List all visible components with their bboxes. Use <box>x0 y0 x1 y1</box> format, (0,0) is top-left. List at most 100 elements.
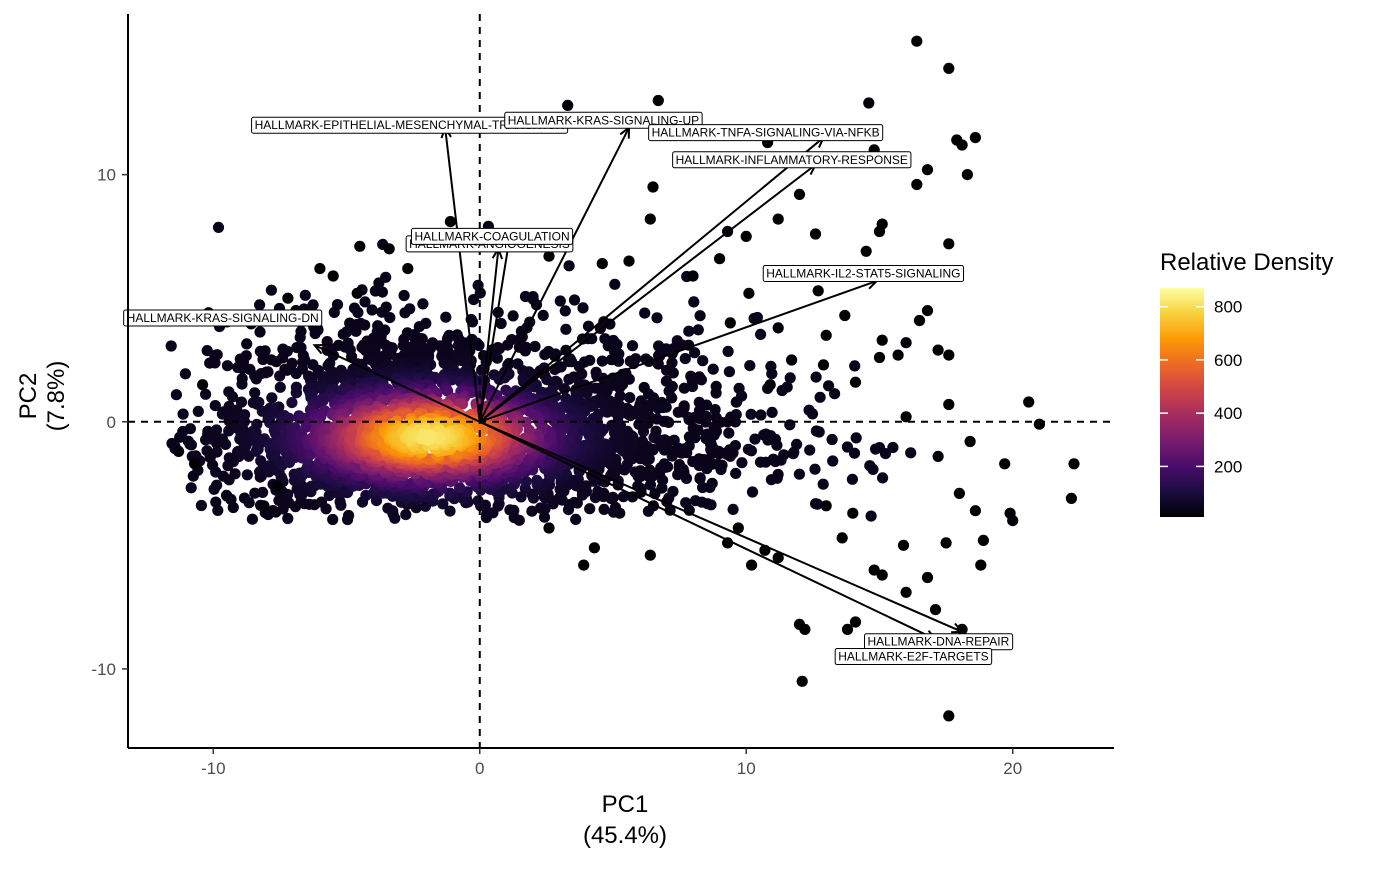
density-point <box>257 353 269 366</box>
density-point <box>695 374 708 386</box>
outlier-point <box>652 94 664 107</box>
density-point <box>560 323 572 335</box>
outlier-point <box>956 139 968 151</box>
outlier-point <box>173 445 185 457</box>
outlier-point <box>969 505 982 517</box>
density-point <box>710 412 722 424</box>
density-point <box>327 513 339 526</box>
loading-vector-arrowhead <box>951 622 965 634</box>
outlier-point <box>258 500 270 512</box>
density-point <box>864 460 876 472</box>
density-point <box>504 504 516 516</box>
outlier-point <box>786 354 798 366</box>
x-tick-label: 20 <box>1003 759 1022 778</box>
density-point <box>694 310 706 322</box>
outlier-point <box>943 349 955 361</box>
outlier-point <box>975 559 987 571</box>
legend-tick-label: 600 <box>1214 351 1242 370</box>
density-point <box>598 503 610 515</box>
density-point <box>694 472 706 484</box>
vector-label: HALLMARK-COAGULATION <box>410 227 574 245</box>
density-point <box>210 496 222 508</box>
outlier-point <box>911 35 923 47</box>
density-point <box>629 466 641 478</box>
outlier-point <box>740 230 752 242</box>
outlier-point <box>1068 458 1080 470</box>
density-point <box>539 349 551 361</box>
outlier-point <box>722 537 734 549</box>
outlier-point <box>351 287 363 299</box>
outlier-point <box>647 181 659 193</box>
outlier-point <box>849 376 862 388</box>
density-point <box>766 406 778 418</box>
reference-lines <box>128 14 1114 748</box>
outlier-point <box>892 349 904 361</box>
density-point <box>887 441 899 454</box>
density-point <box>679 353 691 365</box>
density-point <box>442 385 454 397</box>
density-point <box>526 505 538 517</box>
density-point <box>648 431 660 444</box>
density-point <box>644 464 656 476</box>
outlier-point <box>953 487 966 499</box>
outlier-point <box>687 270 699 282</box>
vector-label: HALLMARK-E2F-TARGETS <box>834 648 993 666</box>
density-point <box>290 367 302 380</box>
outlier-point <box>932 344 944 356</box>
density-point <box>200 388 212 400</box>
outlier-point <box>913 314 926 327</box>
density-point <box>307 299 319 311</box>
density-point <box>265 284 277 296</box>
outlier-point <box>543 250 555 262</box>
outlier-point <box>921 305 934 317</box>
density-point <box>727 503 739 515</box>
outlier-point <box>764 379 776 391</box>
density-point <box>652 358 664 370</box>
density-point <box>246 513 258 525</box>
density-point <box>758 429 770 441</box>
outlier-point <box>849 616 862 628</box>
density-point <box>376 286 388 298</box>
vector-label: HALLMARK-KRAS-SIGNALING-DN <box>123 309 323 327</box>
loading-vector <box>479 420 936 641</box>
density-point <box>689 495 702 507</box>
vector-label: HALLMARK-INFLAMMATORY-RESPONSE <box>672 151 912 169</box>
density-point <box>221 360 234 372</box>
outlier-point <box>868 564 880 576</box>
density-point <box>803 404 815 416</box>
density-point <box>220 438 232 450</box>
density-point <box>417 298 429 310</box>
density-point <box>607 491 619 503</box>
y-axis-subtitle: (7.8%) <box>43 361 70 432</box>
outlier-point <box>964 435 976 448</box>
vector-label-text: HALLMARK-KRAS-SIGNALING-DN <box>127 311 319 325</box>
x-tick-label: 0 <box>475 759 484 778</box>
density-point <box>707 363 719 375</box>
vector-label-box <box>648 124 884 142</box>
outlier-point <box>863 97 875 109</box>
vector-label: HALLMARK-DNA-REPAIR <box>864 633 1014 651</box>
density-point <box>491 352 503 364</box>
density-point <box>687 456 699 468</box>
density-point <box>495 317 507 330</box>
density-point <box>201 445 213 457</box>
density-point <box>730 396 742 408</box>
density-point <box>814 391 826 403</box>
density-point <box>220 489 233 501</box>
outlier-point <box>383 243 395 255</box>
density-point <box>270 356 282 368</box>
density-point <box>179 368 191 380</box>
density-point <box>267 505 279 517</box>
density-point <box>651 312 663 324</box>
density-point <box>605 354 618 366</box>
outlier-point <box>961 169 974 181</box>
vector-label-text: HALLMARK-IL2-STAT5-SIGNALING <box>766 266 960 280</box>
outlier-point <box>876 569 888 581</box>
loading-vector <box>479 163 817 423</box>
density-point <box>841 441 854 453</box>
outlier-point <box>724 317 736 329</box>
legend-colorbar <box>1160 288 1204 517</box>
density-point <box>689 347 701 359</box>
density-point <box>227 391 239 403</box>
density-point <box>823 380 835 392</box>
